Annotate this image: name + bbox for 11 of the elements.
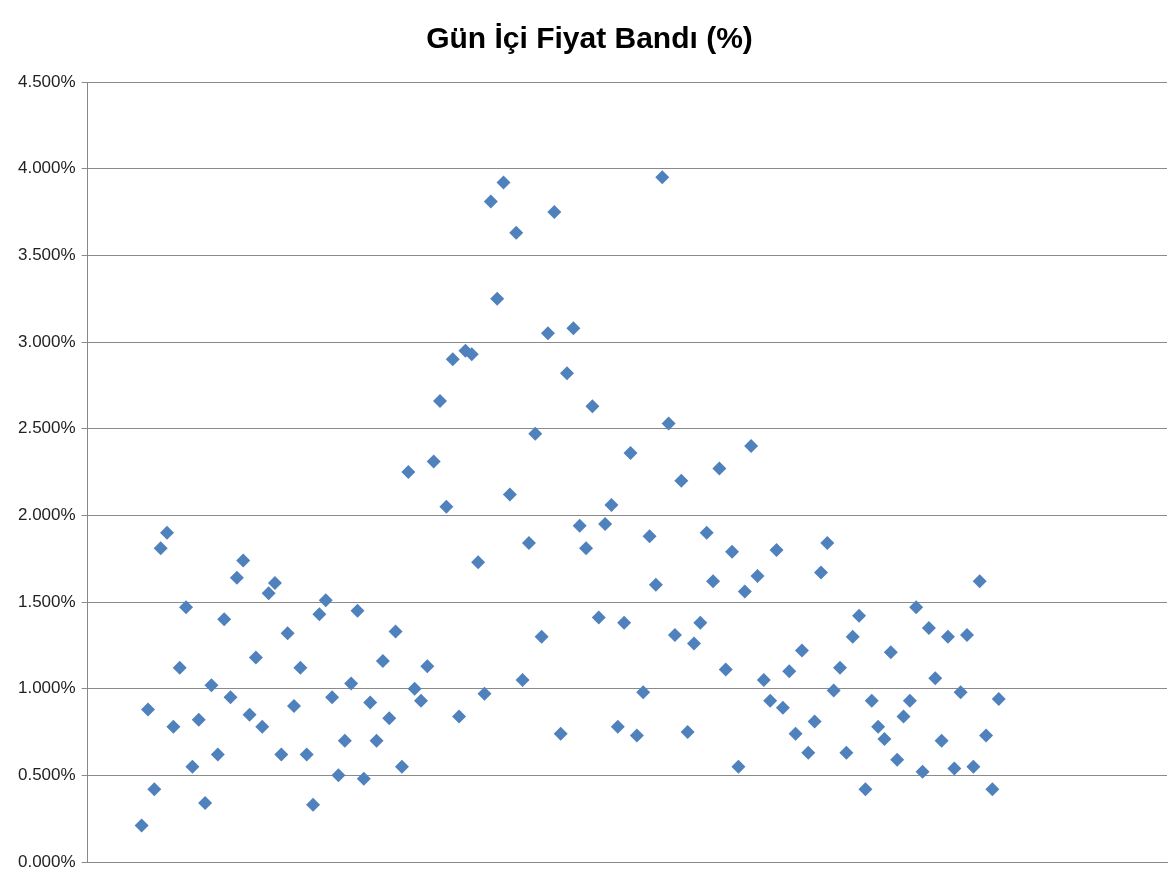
y-tick-label: 4.000% xyxy=(17,158,76,178)
y-tick-label: 0.000% xyxy=(17,851,76,871)
y-tick-label: 3.000% xyxy=(17,331,76,351)
y-tick-label: 0.500% xyxy=(17,765,76,785)
y-tick-label: 1.000% xyxy=(17,678,76,698)
chart-title: Gün İçi Fiyat Bandı (%) xyxy=(426,21,753,55)
y-tick-label: 4.500% xyxy=(17,71,76,91)
y-tick-label: 3.500% xyxy=(17,245,76,265)
y-tick-label: 1.500% xyxy=(17,591,76,611)
y-tick-label: 2.000% xyxy=(17,505,76,525)
y-tick-label: 2.500% xyxy=(17,418,76,438)
